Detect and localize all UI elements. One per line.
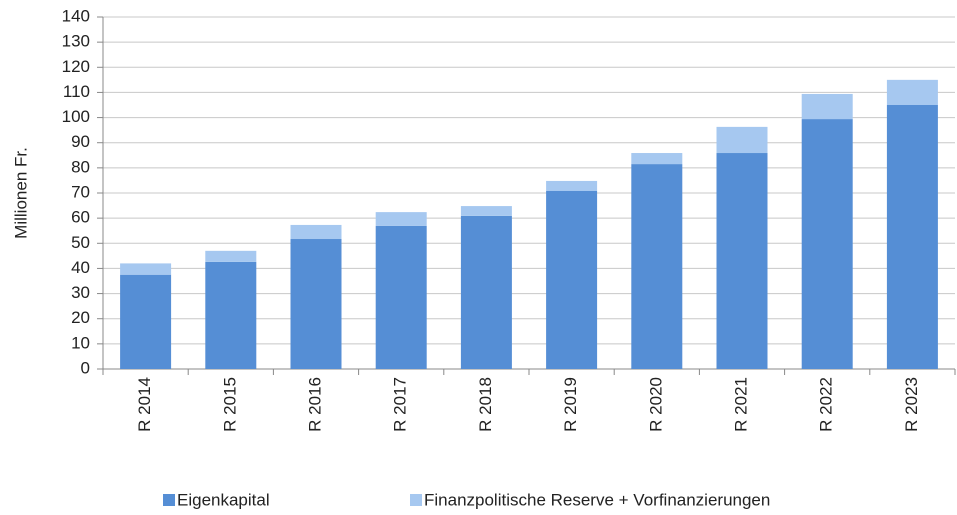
y-tick-label: 110 (63, 82, 90, 101)
legend-label: Finanzpolitische Reserve + Vorfinanzieru… (424, 490, 770, 509)
bar (375, 225, 427, 369)
x-tick-label: R 2019 (561, 377, 580, 432)
y-tick-label: 0 (81, 358, 90, 377)
y-tick-label: 40 (71, 258, 90, 277)
bar (460, 206, 512, 216)
legend-swatch (410, 494, 422, 506)
bar (886, 105, 938, 369)
bar (290, 224, 342, 240)
y-tick-label: 50 (71, 233, 90, 252)
x-tick-label: R 2020 (646, 377, 665, 432)
y-tick-label: 20 (71, 308, 90, 327)
bar (546, 180, 598, 191)
legend-swatch (163, 494, 175, 506)
bar (546, 190, 598, 369)
x-tick-label: R 2014 (135, 377, 154, 432)
y-tick-label: 90 (71, 132, 90, 151)
bar (886, 79, 938, 105)
y-axis-label: Millionen Fr. (11, 147, 30, 239)
x-tick-label: R 2018 (476, 377, 495, 432)
x-tick-label: R 2017 (391, 377, 410, 432)
y-tick-label: 60 (71, 208, 90, 227)
x-tick-label: R 2015 (220, 377, 239, 432)
y-tick-label: 130 (62, 32, 90, 51)
bar (375, 212, 427, 226)
bar (120, 263, 172, 275)
x-tick-label: R 2021 (731, 377, 750, 432)
bar (801, 119, 853, 369)
y-tick-label: 100 (62, 107, 90, 126)
y-tick-label: 30 (71, 283, 90, 302)
bar (460, 215, 512, 369)
bar (631, 164, 683, 369)
bar (205, 250, 257, 262)
y-tick-label: 80 (71, 157, 90, 176)
x-tick-label: R 2022 (817, 377, 836, 432)
y-tick-label: 10 (71, 333, 90, 352)
bar (716, 126, 768, 154)
x-tick-label: R 2023 (902, 377, 921, 432)
bar (801, 93, 853, 120)
bar (205, 261, 257, 369)
y-tick-label: 140 (62, 6, 90, 25)
y-tick-label: 70 (71, 182, 90, 201)
bar (120, 274, 172, 369)
y-tick-label: 120 (62, 57, 90, 76)
bar (631, 153, 683, 165)
bar (716, 153, 768, 369)
legend-label: Eigenkapital (177, 490, 270, 509)
bar (290, 239, 342, 369)
x-tick-label: R 2016 (305, 377, 324, 432)
